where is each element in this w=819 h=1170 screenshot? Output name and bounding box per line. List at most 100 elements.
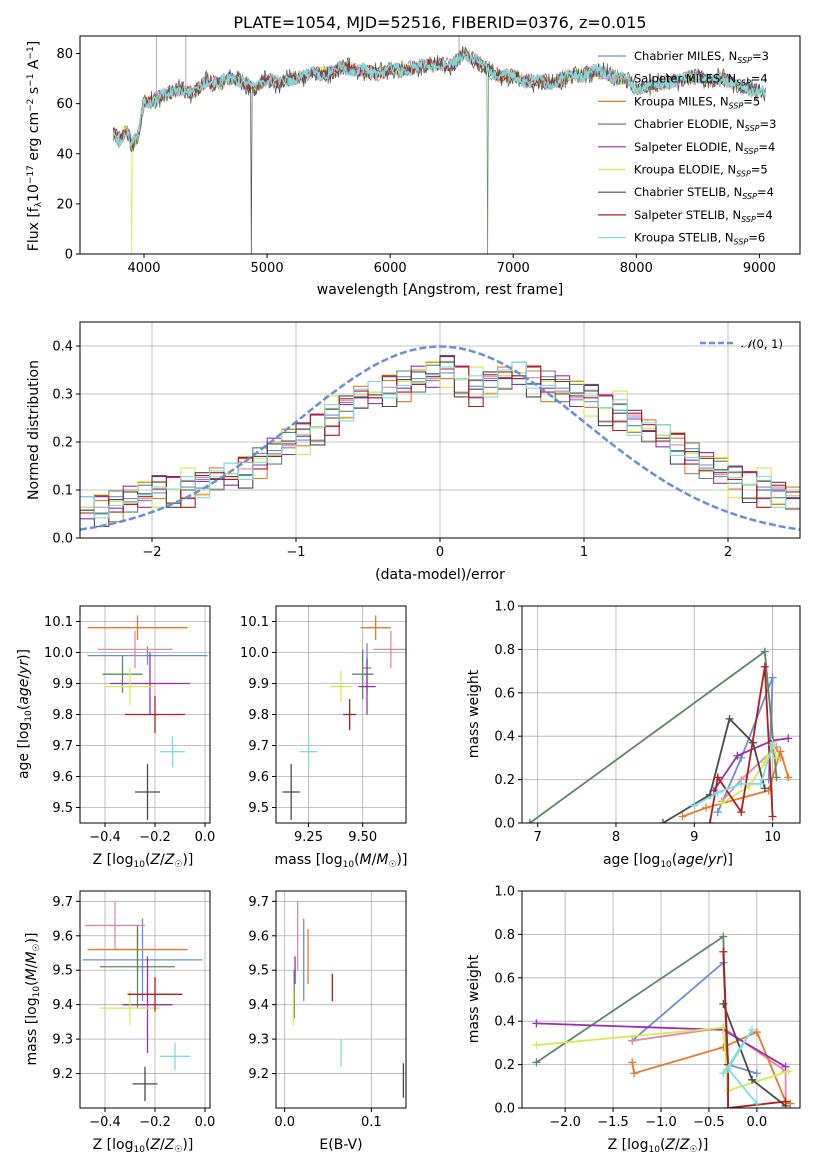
weight-marker-chabrier-stelib [748,1075,757,1084]
weight-marker-chabrier-stelib [658,819,667,823]
x-tick-label: 0 [436,545,444,560]
y-tick-label: 0.4 [494,1015,515,1030]
weight-marker-kroupa-miles [786,1099,795,1108]
weight-lines [525,647,793,823]
weight-marker-chabrier-miles [752,1069,761,1078]
weight-lines [532,932,795,1108]
axes-frame [79,35,801,255]
weight-marker-kroupa-miles [784,773,793,782]
y-tick-label: 9.9 [52,677,73,692]
legend-label-salpeter-elodie: Salpeter ELODIE, NSSP=4 [634,140,775,156]
y-tick-label: 40 [56,147,73,162]
weight-marker-kroupa-stelib [690,801,699,810]
weight-marker-salpeter-miles [628,1036,637,1045]
y-tick-label: 9.9 [248,677,269,692]
y-tick-label: 9.2 [248,1067,269,1082]
x-tick-label: −0.2 [139,1115,171,1130]
weight-z-ylabel: mass weight [466,954,482,1043]
x-tick-label: −0.4 [89,1115,121,1130]
x-tick-label: 9.50 [348,830,377,845]
spectrum-line-kroupa-stelib [112,52,766,150]
mass-z-plot-area: −0.4 −0.2 0.0 9.2 9.3 9.4 9.5 9.6 9.7 [52,890,216,1130]
mass-ebv-xlabel: E(B-V) [319,1137,362,1153]
weight-marker-kroupa-elodie [772,753,781,762]
age-mass-plot-area: 9.25 9.50 9.5 9.6 9.7 9.8 9.9 10.0 10.1 [240,605,407,845]
x-tick-label: −2 [142,545,161,560]
y-tick-label: 9.6 [248,929,269,944]
x-tick-label: 4000 [127,261,160,276]
mass-ebv-plot-area: 0.0 0.1 9.2 9.3 9.4 9.5 9.6 9.7 [248,890,407,1130]
y-tick-label: 9.3 [52,1033,73,1048]
y-tick-label: 0.3 [52,388,73,403]
y-tick-label: 9.5 [248,964,269,979]
errorbar-points [87,615,208,820]
weight-marker-kroupa-stelib [768,740,777,749]
y-tick-label: 9.3 [248,1033,269,1048]
weight-vs-metallicity-panel: −2.0 −1.5 −1.0 −0.5 0.0 0.0 0.2 0.4 0.6 0.8 1.0 Z … [466,885,801,1155]
legend-label-kroupa-elodie: Kroupa ELODIE, NSSP=5 [634,163,768,179]
weight-marker-kroupa-elodie [532,1041,541,1050]
histogram-kroupa-stelib [80,361,800,519]
y-tick-label: 10.0 [240,646,269,661]
errorbar-points [282,615,406,820]
weight-marker-salpeter-stelib [737,808,746,817]
y-tick-label: 9.5 [248,801,269,816]
weight-line-salpeter-miles [632,1026,787,1102]
weight-marker-salpeter-stelib [705,819,714,823]
legend-label-chabrier-stelib: Chabrier STELIB, NSSP=4 [634,185,774,201]
y-tick-label: 80 [56,47,73,62]
x-tick-label: 9 [690,830,698,845]
spectrum-xlabel: wavelength [Angstrom, rest frame] [317,282,563,298]
weight-marker-salpeter-stelib [719,947,728,956]
y-tick-label: 1.0 [494,885,515,900]
weight-marker-kroupa-elodie [717,799,726,808]
x-tick-label: 0.0 [747,1115,768,1130]
mass-z-xlabel: Z [log10(Z/Z☉)] [93,1137,194,1155]
y-tick-label: 20 [56,197,73,212]
axes-frame [521,890,801,1109]
weight-marker-chabrier-elodie [719,932,728,941]
y-tick-label: 0.2 [52,436,73,451]
x-tick-label: 9.25 [294,830,323,845]
weight-marker-chabrier-stelib [760,784,769,793]
axes-frame [79,605,211,824]
x-tick-label: −1.0 [645,1115,677,1130]
y-tick-label: 0.6 [494,686,515,701]
y-tick-label: 9.6 [52,770,73,785]
axes-frame [79,321,801,539]
age-z-xlabel: Z [log10(Z/Z☉)] [93,852,194,870]
x-tick-label: −0.4 [89,830,121,845]
axes-frame [79,890,211,1109]
x-tick-label: −0.5 [693,1115,725,1130]
mass-vs-metallicity-panel: −0.4 −0.2 0.0 9.2 9.3 9.4 9.5 9.6 9.7 Z [log10(Z… [24,890,216,1155]
histogram-ylabel: Normed distribution [26,360,42,500]
x-tick-label: 0.0 [195,1115,216,1130]
x-tick-label: 0.0 [274,1115,295,1130]
legend-label-salpeter-stelib: Salpeter STELIB, NSSP=4 [634,208,773,224]
spectrum-plot-area: 4000 5000 6000 7000 8000 9000 0 20 40 60 80 [56,35,801,276]
weight-marker-chabrier-elodie [525,819,534,823]
weight-line-kroupa-stelib [722,1029,758,1105]
weight-marker-chabrier-stelib [725,714,734,723]
weight-marker-salpeter-stelib [781,1097,790,1106]
y-tick-label: 0.2 [494,1058,515,1073]
weight-marker-kroupa-stelib [752,1099,761,1108]
x-tick-label: 5000 [251,261,284,276]
histogram-legend: 𝒩(0, 1) [700,337,783,351]
normal-curve [80,345,800,531]
y-tick-label: 0.6 [494,971,515,986]
normal-legend-label: 𝒩(0, 1) [741,337,783,351]
weight-marker-kroupa-miles [702,803,711,812]
weight-z-xlabel: Z [log10(Z/Z☉)] [608,1137,709,1155]
y-tick-label: 9.8 [248,708,269,723]
y-tick-label: 9.7 [248,739,269,754]
weight-marker-kroupa-stelib [748,1025,757,1034]
spectrum-title: PLATE=1054, MJD=52516, FIBERID=0376, z=0… [233,13,646,32]
axes-frame [275,890,407,1109]
weight-marker-kroupa-stelib [756,779,765,788]
weight-marker-salpeter-elodie [532,1019,541,1028]
y-tick-label: 9.5 [52,964,73,979]
weight-marker-salpeter-elodie [733,751,742,760]
legend-label-chabrier-elodie: Chabrier ELODIE, NSSP=3 [634,117,776,133]
